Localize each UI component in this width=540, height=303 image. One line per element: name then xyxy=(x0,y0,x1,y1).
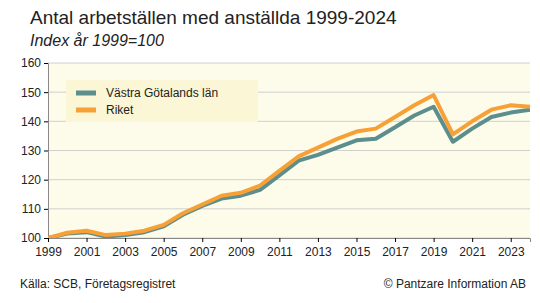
legend-item: Västra Götalands län xyxy=(76,86,218,100)
x-tick-label: 2019 xyxy=(421,245,448,259)
legend-label: Västra Götalands län xyxy=(106,86,218,100)
y-tick: 100 xyxy=(21,231,48,245)
legend-label: Riket xyxy=(106,103,134,117)
x-tick: 2007 xyxy=(189,238,216,259)
x-axis-line xyxy=(49,239,531,243)
y-tick-label: 150 xyxy=(21,86,41,100)
x-tick: 2009 xyxy=(228,238,255,259)
y-tick-mark xyxy=(44,209,48,210)
y-tick-mark xyxy=(44,180,48,181)
x-tick-mark xyxy=(511,238,512,242)
legend-swatch xyxy=(76,91,96,96)
x-tick: 2021 xyxy=(459,238,486,259)
grid-line xyxy=(48,150,530,151)
lines xyxy=(48,95,530,238)
x-tick: 2023 xyxy=(498,238,525,259)
legend-background xyxy=(66,80,258,122)
x-tick-label: 2011 xyxy=(267,245,293,259)
y-tick: 130 xyxy=(21,144,48,158)
x-tick-mark xyxy=(48,238,49,242)
x-tick-mark xyxy=(472,238,473,242)
x-tick: 2003 xyxy=(112,238,139,259)
x-tick-mark xyxy=(164,238,165,242)
x-tick: 2015 xyxy=(344,238,371,259)
x-tick-label: 2003 xyxy=(112,245,139,259)
y-tick: 150 xyxy=(21,86,48,100)
x-tick: 1999 xyxy=(35,238,62,259)
y-axis: 100 110 120 130 140 150 160 xyxy=(21,56,49,245)
source: Källa: SCB, Företagsregistret xyxy=(20,277,176,291)
y-tick: 120 xyxy=(21,173,48,187)
y-tick-label: 160 xyxy=(21,56,41,70)
x-tick: 2005 xyxy=(151,238,178,259)
x-tick-label: 1999 xyxy=(35,245,62,259)
x-tick-mark xyxy=(356,238,357,242)
x-tick: 2011 xyxy=(267,238,293,259)
y-tick-mark xyxy=(44,121,48,122)
legend-swatch xyxy=(76,108,96,113)
legend-item: Riket xyxy=(76,103,134,117)
grid-line xyxy=(48,63,530,64)
plot-background xyxy=(48,63,530,238)
x-tick-mark xyxy=(202,238,203,242)
x-tick-mark xyxy=(279,238,280,242)
x-tick-label: 2007 xyxy=(189,245,216,259)
y-tick-mark xyxy=(44,63,48,64)
x-tick-label: 2023 xyxy=(498,245,525,259)
y-tick-label: 110 xyxy=(22,202,41,216)
x-tick-label: 2001 xyxy=(74,245,101,259)
x-tick-mark xyxy=(241,238,242,242)
x-tick: 2019 xyxy=(421,238,448,259)
y-tick-mark xyxy=(44,151,48,152)
y-tick: 140 xyxy=(21,115,48,129)
series-line xyxy=(48,107,530,238)
chart: Antal arbetställen med anställda 1999-20… xyxy=(0,0,540,303)
x-axis: 1999 2001 2003 2005 2007 2009 2011 2013 2015 2017… xyxy=(35,238,530,259)
x-tick-label: 2013 xyxy=(305,245,332,259)
y-tick-mark xyxy=(44,92,48,93)
x-tick: 2017 xyxy=(382,238,409,259)
grid-line xyxy=(48,179,530,180)
x-tick: 2001 xyxy=(74,238,101,259)
grid-line xyxy=(48,208,530,209)
x-tick: 2013 xyxy=(305,238,332,259)
x-tick-mark xyxy=(434,238,435,242)
y-axis-line xyxy=(44,64,49,239)
x-tick-label: 2021 xyxy=(459,245,486,259)
subtitle: Index år 1999=100 xyxy=(30,32,164,49)
x-tick-label: 2009 xyxy=(228,245,255,259)
y-tick: 160 xyxy=(21,56,48,70)
y-tick-label: 100 xyxy=(21,231,41,245)
legend: Västra Götalands län Riket xyxy=(66,80,258,122)
x-tick-label: 2015 xyxy=(344,245,371,259)
y-tick-label: 140 xyxy=(21,115,41,129)
title: Antal arbetställen med anställda 1999-20… xyxy=(30,7,397,28)
plot: 100 110 120 130 140 150 160 1999 2001 2003 2005 200… xyxy=(21,56,531,258)
x-tick-label: 2017 xyxy=(382,245,409,259)
y-tick-label: 130 xyxy=(21,144,41,158)
credit: © Pantzare Information AB xyxy=(384,277,526,291)
y-tick: 110 xyxy=(22,202,48,216)
x-tick-mark xyxy=(87,238,88,242)
x-tick-label: 2005 xyxy=(151,245,178,259)
series-line xyxy=(48,95,530,238)
x-tick-mark xyxy=(395,238,396,242)
x-tick-mark xyxy=(125,238,126,242)
x-tick-mark xyxy=(318,238,319,242)
y-tick-mark xyxy=(44,238,48,239)
y-tick-label: 120 xyxy=(21,173,41,187)
